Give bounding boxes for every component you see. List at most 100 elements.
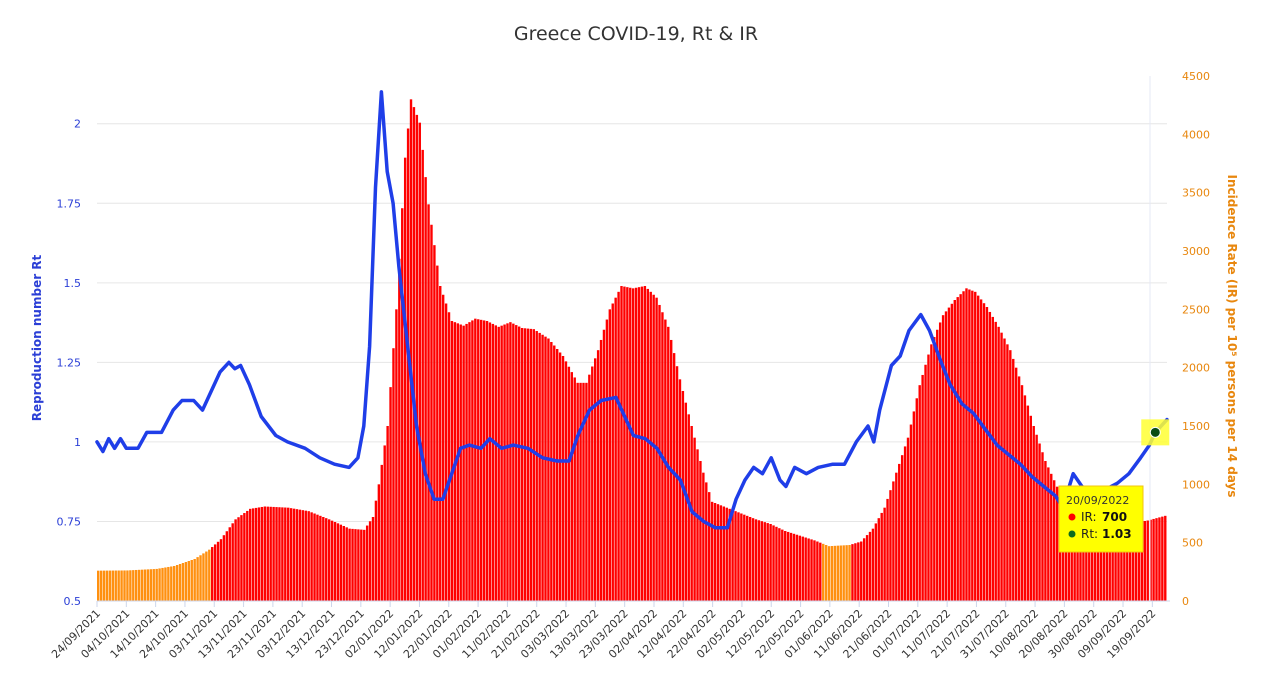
ir-bar — [477, 319, 480, 601]
ir-bar — [497, 326, 500, 601]
ir-bar — [395, 309, 398, 601]
ir-bar — [178, 564, 182, 601]
ir-bar — [272, 506, 275, 601]
ir-bar — [786, 531, 790, 601]
ir-bar — [304, 510, 307, 601]
ir-bar — [775, 526, 778, 601]
ir-bar — [871, 528, 875, 601]
ir-bar — [512, 323, 515, 601]
ir-bar — [336, 523, 340, 601]
ir-bar — [553, 345, 556, 601]
ir-bar — [705, 482, 708, 601]
ir-bar — [1073, 506, 1076, 601]
ir-bar — [330, 520, 334, 601]
ir-bar — [778, 528, 781, 601]
ir-bar — [132, 570, 135, 601]
ir-bar — [365, 525, 369, 601]
ir-bar — [105, 570, 109, 601]
ir-bar — [547, 338, 550, 601]
ir-bar — [348, 528, 351, 601]
ir-bar — [222, 535, 226, 601]
ir-bar — [307, 511, 310, 601]
ir-bar — [725, 507, 728, 601]
right-tick-label: 1000 — [1182, 478, 1210, 491]
ir-bar — [1096, 520, 1100, 601]
ir-bar — [1164, 515, 1167, 601]
ir-bar — [251, 508, 255, 601]
ir-bar — [892, 481, 895, 601]
ir-bar — [374, 500, 378, 601]
ir-bar — [216, 541, 220, 601]
ir-bar — [716, 504, 720, 601]
ir-bar — [485, 321, 489, 601]
tooltip-date: 20/09/2022 — [1066, 494, 1129, 507]
ir-bar — [898, 463, 901, 601]
ir-bar — [1120, 523, 1123, 601]
ir-bar — [427, 204, 430, 602]
tooltip-ir-dot — [1068, 513, 1076, 521]
ir-bar — [1032, 426, 1035, 601]
ir-bar — [278, 507, 281, 601]
tooltip-ir-value: 700 — [1102, 510, 1127, 524]
ir-bar — [526, 328, 530, 601]
ir-bar — [681, 391, 685, 601]
ir-bar — [392, 348, 395, 601]
ir-bar — [860, 541, 863, 601]
ir-bar — [947, 307, 951, 601]
ir-bar — [626, 287, 629, 601]
ir-bar — [801, 536, 804, 601]
ir-bar — [883, 507, 886, 601]
ir-bar — [167, 566, 170, 601]
ir-bar — [418, 122, 421, 602]
ir-bar — [462, 325, 465, 601]
ir-bar — [102, 570, 106, 601]
ir-bar — [430, 224, 433, 601]
ir-bar — [108, 570, 112, 601]
ir-bar — [868, 531, 872, 601]
right-tick-label: 4000 — [1182, 128, 1210, 141]
ir-bar — [918, 385, 921, 601]
ir-bar — [684, 402, 688, 601]
ir-bar — [637, 287, 641, 601]
chart-title: Greece COVID-19, Rt & IR — [514, 23, 758, 45]
ir-bar — [994, 321, 997, 601]
ir-bar — [225, 531, 229, 601]
ir-bar — [114, 570, 117, 601]
ir-bar — [903, 446, 907, 601]
ir-bar — [503, 324, 506, 601]
ir-bar — [962, 291, 965, 601]
ir-bar — [579, 382, 582, 601]
ir-bar — [523, 328, 527, 601]
ir-bar — [789, 532, 793, 601]
ir-bar — [325, 518, 328, 601]
ir-bar — [921, 374, 924, 601]
ir-bar — [1017, 376, 1021, 601]
ir-bar — [444, 303, 448, 601]
ir-bar — [1137, 521, 1141, 601]
ir-bar — [345, 527, 348, 601]
ir-bar — [1000, 332, 1003, 601]
ir-bar — [1131, 522, 1135, 601]
ir-bar — [740, 513, 743, 601]
ir-bar — [515, 325, 518, 601]
ir-bar — [950, 303, 954, 601]
ir-bar — [193, 559, 196, 601]
ir-bar — [710, 501, 714, 601]
ir-bar — [965, 288, 968, 601]
ir-bar — [260, 506, 264, 601]
ir-bar — [1023, 395, 1027, 601]
ir-bar — [795, 534, 799, 601]
ir-bar — [120, 570, 123, 601]
ir-bar — [319, 515, 322, 601]
right-axis-label: Incidence Rate (IR) per 10⁵ persons per … — [1225, 174, 1239, 497]
ir-bar — [313, 513, 316, 601]
left-axis-ticks: 0.5 0.75 1 1.25 1.5 1.75 2 — [57, 118, 82, 608]
ir-bar — [275, 507, 278, 601]
ir-bar — [310, 512, 313, 601]
ir-bar — [333, 522, 337, 601]
ir-bar — [857, 542, 860, 601]
ir-bar — [792, 533, 796, 601]
ir-bar — [123, 570, 126, 601]
ir-bar — [1152, 518, 1155, 601]
